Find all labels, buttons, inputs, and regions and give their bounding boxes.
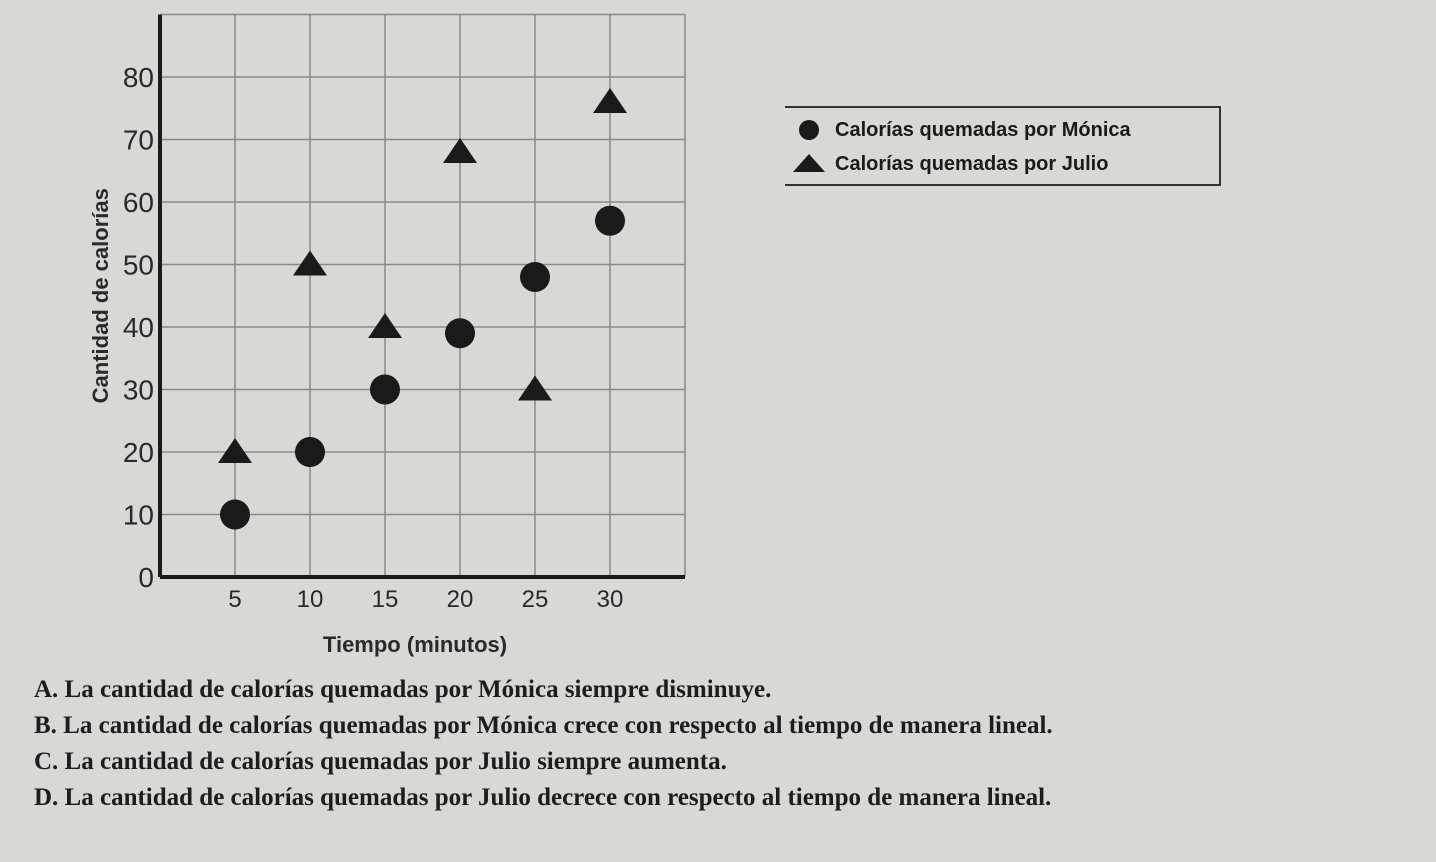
answer-options: A. La cantidad de calorías quemadas por …	[34, 672, 1053, 816]
data-point-julio	[293, 250, 327, 276]
data-point-julio	[218, 438, 252, 463]
data-point-monica	[220, 499, 250, 530]
y-tick-label: 30	[123, 375, 154, 406]
y-tick-label: 40	[123, 312, 154, 343]
y-tick-label: 80	[123, 62, 154, 93]
answer-option-d: D. La cantidad de calorías quemadas por …	[34, 784, 1052, 811]
x-tick-label: 15	[372, 586, 399, 613]
y-tick-label: 0	[138, 562, 154, 593]
scatter-chart: 0 10 20 30 40 50 60 70 80 5 10 15 20 25 30 Tiempo (minu…	[88, 13, 686, 657]
y-tick-label: 50	[123, 250, 154, 281]
data-point-monica	[370, 374, 400, 405]
y-axis-label: Cantidad de calorías	[88, 188, 113, 403]
y-tick-label: 70	[123, 125, 154, 156]
data-point-monica	[520, 262, 550, 292]
data-point-julio	[518, 375, 552, 401]
data-point-julio	[368, 313, 402, 338]
x-tick-label: 10	[297, 586, 324, 613]
legend-item-monica: Calorías quemadas por Mónica	[787, 118, 1131, 142]
y-tick-label: 60	[123, 187, 154, 218]
data-point-monica	[295, 437, 325, 467]
data-point-julio	[443, 138, 477, 163]
x-axis-label: Tiempo (minutos)	[323, 632, 507, 657]
data-point-julio	[593, 88, 627, 113]
data-point-monica	[595, 205, 625, 236]
answer-option-a: A. La cantidad de calorías quemadas por …	[34, 676, 772, 703]
x-tick-label: 20	[447, 586, 474, 613]
legend: Calorías quemadas por Mónica Calorías qu…	[785, 106, 1221, 186]
x-tick-label: 5	[228, 586, 241, 613]
x-tick-label: 30	[597, 586, 624, 613]
legend-label: Calorías quemadas por Mónica	[835, 118, 1131, 141]
data-point-monica	[445, 318, 475, 349]
y-tick-label: 10	[123, 500, 154, 531]
answer-option-b: B. La cantidad de calorías quemadas por …	[34, 712, 1053, 739]
triangle-marker-icon	[793, 154, 825, 172]
legend-item-julio: Calorías quemadas por Julio	[787, 152, 1108, 176]
circle-marker-icon	[799, 120, 819, 140]
x-tick-label: 25	[522, 586, 549, 613]
answer-option-c: C. La cantidad de calorías quemadas por …	[34, 748, 727, 775]
y-tick-label: 20	[123, 437, 154, 468]
legend-label: Calorías quemadas por Julio	[835, 152, 1109, 175]
